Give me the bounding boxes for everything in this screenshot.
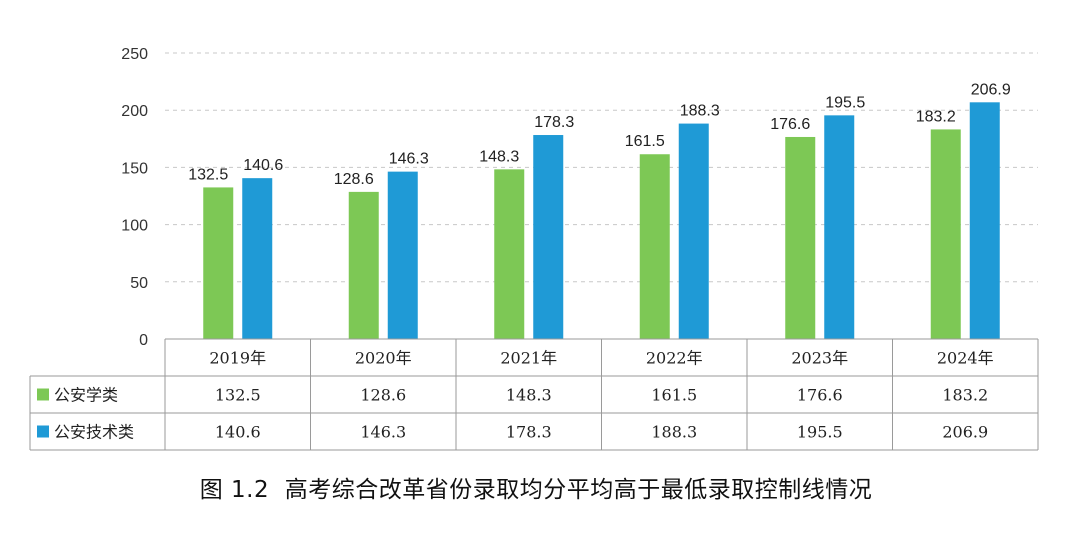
data-label: 188.3	[680, 103, 720, 120]
data-label: 178.3	[534, 114, 574, 131]
bar-gongan-jishu	[533, 135, 564, 339]
data-label: 195.5	[825, 94, 865, 111]
table-cell-value: 188.3	[651, 423, 697, 442]
x-tick-label: 2020年	[355, 349, 412, 368]
table-cell-value: 206.9	[942, 423, 988, 442]
figure-caption: 图 1.2 高考综合改革省份录取均分平均高于最低录取控制线情况	[0, 470, 1072, 504]
data-label: 140.6	[243, 157, 283, 174]
bar-gongan-xue	[494, 169, 525, 339]
table-cell-value: 183.2	[942, 386, 988, 405]
data-label: 132.5	[188, 166, 228, 183]
y-tick-label: 50	[130, 275, 148, 292]
data-labels: 132.5 140.6 128.6 146.3 148.3 178.3 161.5 188.3…	[188, 81, 1011, 188]
bar-gongan-xue	[639, 154, 670, 339]
bar-gongan-xue	[785, 136, 816, 339]
data-label: 148.3	[479, 148, 519, 165]
table-cell-value: 148.3	[506, 386, 552, 405]
table-cell-value: 178.3	[506, 423, 552, 442]
bar-gongan-jishu	[969, 102, 1000, 339]
bars	[203, 102, 1000, 340]
y-tick-label: 0	[139, 332, 148, 349]
table-cell-value: 195.5	[797, 423, 843, 442]
table-cell-value: 128.6	[360, 386, 406, 405]
table-cell-value: 161.5	[651, 386, 697, 405]
legend-label: 公安技术类	[54, 423, 134, 442]
figure-number: 图 1.2	[199, 477, 270, 503]
table-cell-value: 132.5	[215, 386, 261, 405]
legend-label: 公安学类	[54, 386, 118, 405]
x-tick-label: 2024年	[937, 349, 994, 368]
legend-swatch	[37, 425, 49, 438]
table-cell-value: 176.6	[797, 386, 843, 405]
x-tick-label: 2022年	[646, 349, 703, 368]
bar-chart: 0 50 100 150 200 250 132.5 140.6 128.6 146.3 148.…	[29, 46, 1039, 451]
x-tick-label: 2019年	[209, 349, 266, 368]
table-cell-value: 140.6	[215, 423, 261, 442]
grid-lines	[165, 52, 1038, 283]
y-tick-label: 150	[121, 160, 148, 177]
bar-gongan-jishu	[242, 178, 273, 339]
data-label: 206.9	[971, 81, 1011, 98]
y-axis-tick-labels: 0 50 100 150 200 250	[121, 46, 148, 349]
bar-gongan-jishu	[387, 171, 418, 339]
y-tick-label: 100	[121, 218, 148, 235]
legend-swatch	[37, 388, 49, 401]
bar-gongan-xue	[348, 191, 379, 339]
data-label: 146.3	[389, 151, 429, 168]
y-tick-label: 250	[121, 46, 148, 63]
bar-gongan-xue	[203, 187, 234, 339]
data-label: 176.6	[770, 116, 810, 133]
data-label: 183.2	[916, 108, 956, 125]
bar-gongan-xue	[930, 129, 961, 339]
figure-title: 高考综合改革省份录取均分平均高于最低录取控制线情况	[284, 477, 873, 503]
x-tick-label: 2023年	[791, 349, 848, 368]
data-label: 128.6	[334, 171, 374, 188]
bar-gongan-jishu	[824, 115, 855, 340]
y-tick-label: 200	[121, 103, 148, 120]
x-tick-label: 2021年	[500, 349, 557, 368]
data-label: 161.5	[625, 133, 665, 150]
table-cell-value: 146.3	[360, 423, 406, 442]
bar-gongan-jishu	[678, 123, 709, 339]
